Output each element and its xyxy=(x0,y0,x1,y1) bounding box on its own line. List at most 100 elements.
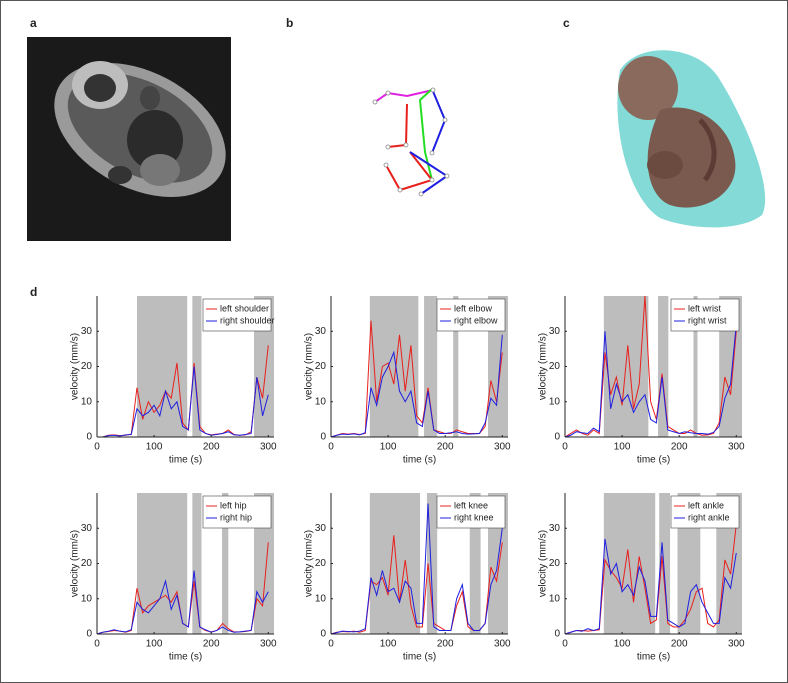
shaded-interval xyxy=(658,296,669,437)
panel-label: a xyxy=(30,16,37,30)
x-axis-label: time (s) xyxy=(403,652,436,663)
legend-label: right elbow xyxy=(454,315,498,325)
y-axis-label: velocity (mm/s) xyxy=(70,333,81,400)
legend-label: right hip xyxy=(220,512,252,522)
y-tick-label: 10 xyxy=(81,396,93,407)
y-tick-label: 20 xyxy=(81,558,93,569)
x-tick-label: 0 xyxy=(328,442,334,453)
legend-box xyxy=(202,495,272,529)
shaded-interval xyxy=(453,296,459,437)
legend-label: right wrist xyxy=(688,315,727,325)
shaded-interval xyxy=(469,493,481,634)
x-tick-label: 200 xyxy=(203,442,220,453)
y-tick-label: 30 xyxy=(315,523,327,534)
series-line xyxy=(97,366,269,438)
x-axis-label: time (s) xyxy=(637,652,670,663)
y-tick-label: 20 xyxy=(315,558,327,569)
series-line xyxy=(564,538,737,635)
y-tick-label: 30 xyxy=(315,326,327,337)
x-tick-label: 100 xyxy=(146,442,163,453)
x-tick-label: 300 xyxy=(728,442,745,453)
y-tick-label: 20 xyxy=(549,361,561,372)
x-tick-label: 200 xyxy=(203,639,220,650)
x-tick-label: 200 xyxy=(671,639,688,650)
y-axis-label: velocity (mm/s) xyxy=(538,333,549,400)
fetal-render xyxy=(617,50,766,228)
shaded-interval xyxy=(222,493,229,634)
legend-box xyxy=(436,298,506,332)
skeleton xyxy=(372,87,450,197)
x-axis-label: time (s) xyxy=(637,455,670,466)
shaded-interval xyxy=(369,296,419,437)
y-tick-label: 10 xyxy=(549,396,561,407)
y-axis-label: velocity (mm/s) xyxy=(70,530,81,597)
y-tick-label: 20 xyxy=(549,558,561,569)
shaded-interval xyxy=(136,296,188,437)
y-tick-label: 0 xyxy=(86,432,92,443)
shaded-interval xyxy=(426,493,438,634)
y-tick-label: 0 xyxy=(86,629,92,640)
x-tick-label: 200 xyxy=(437,442,454,453)
x-tick-label: 100 xyxy=(380,639,397,650)
panel-label: d xyxy=(30,285,37,299)
legend-label: left shoulder xyxy=(220,303,269,313)
shaded-interval xyxy=(192,296,202,437)
x-tick-label: 300 xyxy=(260,639,277,650)
legend-box xyxy=(202,298,272,332)
series-line xyxy=(564,295,737,438)
legend-label: left ankle xyxy=(688,500,724,510)
shaded-interval xyxy=(192,493,202,634)
x-tick-label: 300 xyxy=(728,639,745,650)
panel-label: b xyxy=(286,16,293,30)
x-tick-label: 300 xyxy=(494,639,511,650)
chart: 0 100 200 300 0 10 20 30 time (s) velocity (mm/s)… xyxy=(538,295,745,466)
x-tick-label: 0 xyxy=(94,639,100,650)
shaded-interval xyxy=(693,296,698,437)
x-tick-label: 100 xyxy=(614,639,631,650)
chart: 0 100 200 300 0 10 20 30 time (s) velocity (mm/s)… xyxy=(304,493,511,663)
legend-label: right shoulder xyxy=(220,315,275,325)
legend-box xyxy=(670,495,740,529)
legend-box xyxy=(436,495,506,529)
x-tick-label: 100 xyxy=(380,442,397,453)
chart: 0 100 200 300 0 10 20 30 time (s) velocity (mm/s)… xyxy=(538,493,745,663)
y-tick-label: 30 xyxy=(549,326,561,337)
x-tick-label: 200 xyxy=(671,442,688,453)
x-tick-label: 100 xyxy=(146,639,163,650)
shaded-interval xyxy=(424,296,438,437)
x-tick-label: 0 xyxy=(562,639,568,650)
shaded-interval xyxy=(136,493,188,634)
y-tick-label: 10 xyxy=(315,593,327,604)
x-tick-label: 300 xyxy=(260,442,277,453)
series-line xyxy=(564,324,737,438)
y-tick-label: 0 xyxy=(320,432,326,443)
y-tick-label: 0 xyxy=(320,629,326,640)
y-tick-label: 30 xyxy=(81,523,93,534)
legend-box xyxy=(670,298,740,332)
y-tick-label: 30 xyxy=(81,326,93,337)
chart: 0 100 200 300 0 10 20 30 time (s) velocity (mm/s)… xyxy=(304,296,511,466)
y-tick-label: 0 xyxy=(554,629,560,640)
panel-label: c xyxy=(563,16,570,30)
x-tick-label: 0 xyxy=(94,442,100,453)
y-axis-label: velocity (mm/s) xyxy=(304,333,315,400)
chart: 0 100 200 300 0 10 20 30 time (s) velocity (mm/s)… xyxy=(70,493,277,663)
x-tick-label: 100 xyxy=(614,442,631,453)
legend-label: left wrist xyxy=(688,303,722,313)
mri-image xyxy=(27,37,231,241)
series-line xyxy=(96,570,269,635)
series-line xyxy=(330,503,503,635)
legend-label: left knee xyxy=(454,500,488,510)
x-tick-label: 0 xyxy=(562,442,568,453)
x-tick-label: 200 xyxy=(437,639,454,650)
legend-label: right ankle xyxy=(688,512,730,522)
x-tick-label: 0 xyxy=(328,639,334,650)
y-tick-label: 10 xyxy=(81,593,93,604)
x-axis-label: time (s) xyxy=(403,455,436,466)
legend-label: left elbow xyxy=(454,303,493,313)
y-tick-label: 20 xyxy=(81,361,93,372)
y-axis-label: velocity (mm/s) xyxy=(538,530,549,597)
